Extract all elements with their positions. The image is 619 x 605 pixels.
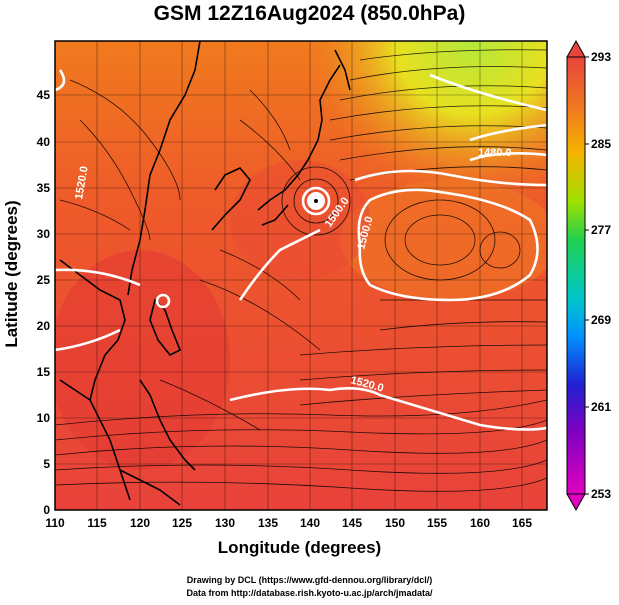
colorbar-scale: [566, 56, 586, 495]
y-tick-label: 45: [36, 88, 50, 102]
x-tick-label: 110: [45, 516, 65, 530]
colorbar-min-arrow: [566, 493, 586, 512]
x-tick-label: 165: [511, 516, 533, 530]
x-tick-label: 115: [87, 516, 107, 530]
y-tick-label: 10: [36, 411, 50, 425]
y-tick-label: 5: [43, 457, 50, 471]
coastlines: [59, 41, 351, 506]
x-tick-label: 135: [257, 516, 279, 530]
temperature-field: [55, 41, 547, 510]
x-tick-label: 145: [341, 516, 363, 530]
wind-streamlines: [55, 49, 547, 492]
chart-title: GSM 12Z16Aug2024 (850.0hPa): [153, 2, 466, 25]
geopotential-contours: [55, 69, 547, 431]
x-tick-label: 130: [214, 516, 236, 530]
lat-lon-grid: [55, 41, 547, 510]
y-tick-label: 25: [36, 273, 50, 287]
contour-label: 1520.0: [73, 165, 91, 200]
colorbar-tick-label: 261: [591, 400, 612, 414]
x-tick-label: 120: [129, 516, 151, 530]
colorbar-tick-label: 269: [591, 313, 612, 327]
credits-line-2: Data from http://database.rish.kyoto-u.a…: [186, 588, 433, 598]
colorbar: [566, 39, 589, 512]
x-tick-label: 150: [384, 516, 406, 530]
y-tick-label: 15: [36, 365, 50, 379]
y-tick-label: 35: [36, 181, 50, 195]
x-axis-label: Longitude (degrees): [0, 538, 619, 558]
contour-label: 1480.0: [478, 147, 512, 159]
cyclone-center-dot: [314, 199, 318, 203]
x-tick-label: 160: [469, 516, 491, 530]
x-tick-label: 125: [171, 516, 193, 530]
colorbar-tick-label: 285: [591, 137, 612, 151]
y-tick-label: 0: [43, 503, 50, 517]
y-tick-label: 40: [36, 135, 50, 149]
y-tick-label: 30: [36, 227, 50, 241]
plot-frame: [54, 40, 548, 511]
credits-line-1: Drawing by DCL (https://www.gfd-dennou.o…: [186, 575, 433, 585]
colorbar-tick-label: 277: [591, 223, 612, 237]
x-axis-label-text: Longitude (degrees): [217, 538, 382, 557]
colorbar-tick-label: 293: [591, 50, 612, 64]
colorbar-max-arrow: [566, 39, 586, 58]
colorbar-tick-label: 253: [591, 487, 612, 501]
y-tick-label: 20: [36, 319, 50, 333]
x-tick-label: 155: [426, 516, 448, 530]
x-tick-label: 140: [299, 516, 321, 530]
